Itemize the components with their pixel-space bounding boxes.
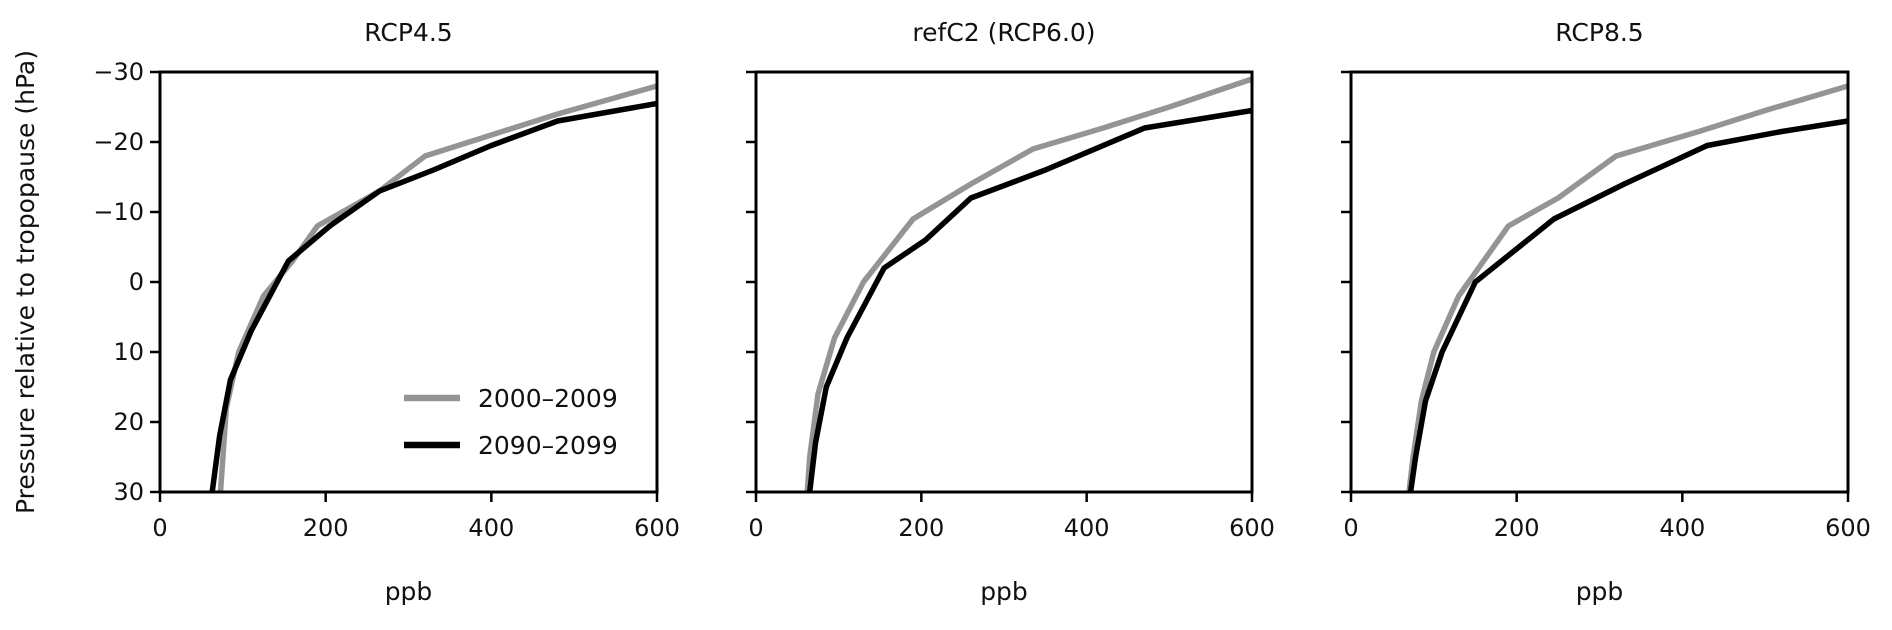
series-line-1 <box>1406 83 1849 493</box>
x-tick-label: 200 <box>303 514 349 542</box>
x-tick-label: 400 <box>468 514 514 542</box>
x-tick-label: 0 <box>748 514 763 542</box>
x-axis-label: ppb <box>1576 577 1624 606</box>
x-tick-label: 600 <box>1825 514 1871 542</box>
chart-title: RCP4.5 <box>364 18 452 47</box>
x-tick-label: 200 <box>1494 514 1540 542</box>
y-tick-label: 30 <box>113 478 144 506</box>
x-tick-label: 600 <box>634 514 680 542</box>
y-tick-label: 10 <box>113 338 144 366</box>
chart-title: RCP8.5 <box>1555 18 1643 47</box>
x-tick-label: 600 <box>1229 514 1275 542</box>
y-tick-label: −20 <box>93 128 144 156</box>
legend-label: 2090–2099 <box>478 431 618 460</box>
series-line-2 <box>806 107 1253 493</box>
x-tick-label: 400 <box>1659 514 1705 542</box>
x-tick-label: 200 <box>898 514 944 542</box>
y-axis-label: Pressure relative to tropopause (hPa) <box>11 50 40 514</box>
chart-title: refC2 (RCP6.0) <box>912 18 1095 47</box>
y-tick-label: −30 <box>93 58 144 86</box>
x-tick-label: 0 <box>152 514 167 542</box>
y-tick-label: −10 <box>93 198 144 226</box>
legend: 2000–2009 2090–2099 <box>404 384 618 460</box>
series-line-2 <box>1407 118 1849 493</box>
panels: 0 200 400 600 −30 −20 −10 0 10 20 30 RCP4.5 ppb 2000–… <box>93 18 1871 606</box>
y-tick-label: 20 <box>113 408 144 436</box>
series-line-2 <box>209 100 658 493</box>
plot-frame <box>754 70 1254 494</box>
x-tick-label: 0 <box>1343 514 1358 542</box>
panel-3: 0 200 400 600 RCP8.5 ppb <box>1341 18 1871 606</box>
legend-label: 2000–2009 <box>478 384 618 413</box>
panel-1: 0 200 400 600 −30 −20 −10 0 10 20 30 RCP4.5 ppb 2000–… <box>93 18 680 606</box>
plot-frame <box>158 70 659 494</box>
x-axis-label: ppb <box>980 577 1028 606</box>
x-axis-label: ppb <box>385 577 433 606</box>
y-tick-label: 0 <box>129 268 144 296</box>
panel-2: 0 200 400 600 refC2 (RCP6.0) ppb <box>746 18 1275 606</box>
x-tick-label: 400 <box>1064 514 1110 542</box>
series-line-1 <box>804 76 1253 493</box>
